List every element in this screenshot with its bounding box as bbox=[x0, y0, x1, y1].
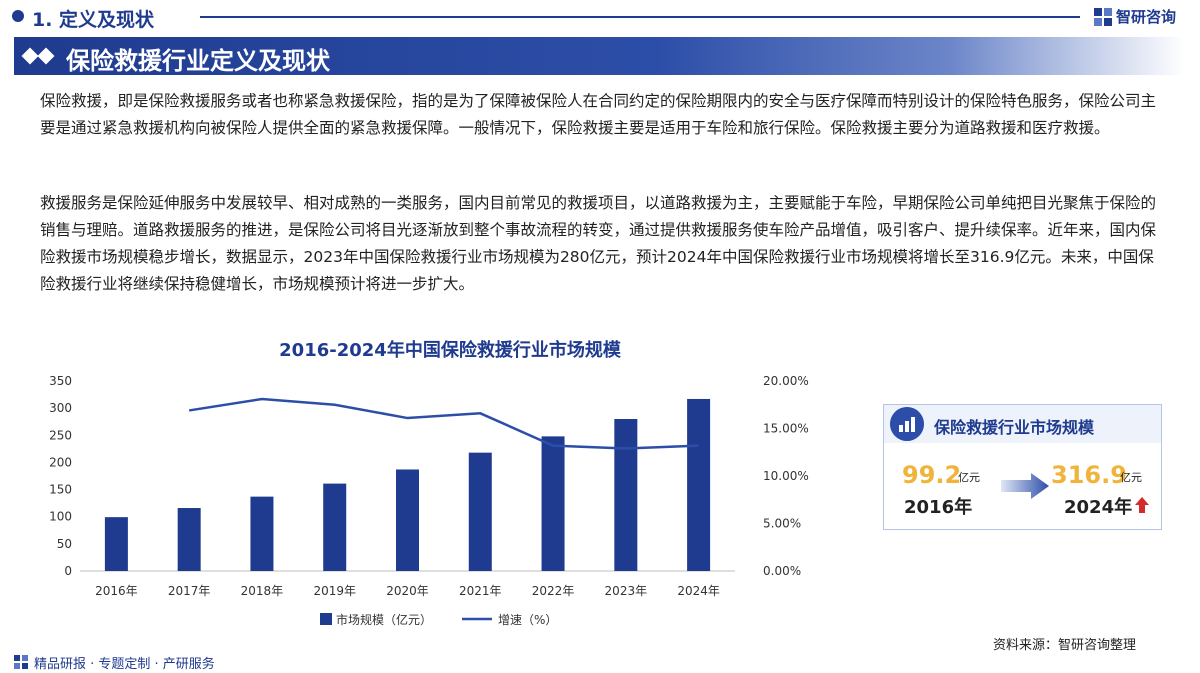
y-left-tick-label: 0 bbox=[64, 564, 72, 578]
bar-2021年 bbox=[468, 452, 492, 571]
bar-2018年 bbox=[250, 496, 274, 571]
end-unit: 亿元 bbox=[1120, 471, 1142, 484]
x-tick-label: 2016年 bbox=[95, 584, 138, 598]
y-left-tick-label: 100 bbox=[49, 510, 72, 524]
page-title: 保险救援行业定义及现状 bbox=[66, 47, 330, 75]
up-arrow-icon bbox=[1135, 497, 1149, 513]
paragraph-status: 救援服务是保险延伸服务中发展较早、相对成熟的一类服务，国内目前常见的救援项目，以… bbox=[40, 194, 1157, 293]
growth-arrow-icon bbox=[1001, 473, 1049, 499]
start-value: 99.2 bbox=[902, 461, 962, 489]
diamond-icon bbox=[21, 47, 56, 66]
y-left-tick-label: 300 bbox=[49, 401, 72, 415]
legend-line-label: 增速（%） bbox=[498, 613, 557, 627]
bar-2024年 bbox=[687, 398, 711, 571]
market-size-chart: 0 50 100 150 200 250 300 350 0.00% 5.00% 10.00% 15.… bbox=[49, 374, 809, 627]
section-title: 1. 定义及现状 bbox=[32, 9, 155, 31]
logo-text: 智研咨询 bbox=[1116, 8, 1177, 26]
card-title: 保险救援行业市场规模 bbox=[934, 418, 1095, 437]
bar-2016年 bbox=[104, 517, 128, 571]
y-right-tick-label: 15.00% bbox=[763, 422, 809, 436]
x-tick-label: 2018年 bbox=[241, 584, 284, 598]
x-tick-label: 2021年 bbox=[459, 584, 502, 598]
logo-icon bbox=[1094, 8, 1112, 26]
x-tick-label: 2017年 bbox=[168, 584, 211, 598]
y-left-tick-label: 200 bbox=[49, 455, 72, 469]
bar-2020年 bbox=[396, 469, 419, 571]
top-bar: 1. 定义及现状 智研咨询 bbox=[0, 0, 1200, 34]
y-right-tick-label: 5.00% bbox=[763, 517, 801, 531]
bar-2019年 bbox=[323, 483, 347, 571]
y-left-tick-label: 250 bbox=[49, 428, 72, 442]
summary-card: 保险救援行业市场规模 99.2 亿元 2016年 316.9 亿元 2024年 bbox=[883, 404, 1162, 530]
x-tick-label: 2020年 bbox=[386, 584, 429, 598]
y-left-tick-label: 350 bbox=[49, 374, 72, 388]
y-left-tick-label: 50 bbox=[57, 537, 72, 551]
legend-bar-label: 市场规模（亿元） bbox=[336, 612, 432, 627]
chart-badge-icon bbox=[890, 407, 924, 441]
end-year: 2024年 bbox=[1064, 497, 1133, 518]
title-banner: 保险救援行业定义及现状 bbox=[14, 37, 1185, 75]
growth-rate-line bbox=[188, 397, 699, 450]
bar-2023年 bbox=[614, 419, 638, 571]
y-right-tick-label: 20.00% bbox=[763, 374, 809, 388]
header-rule bbox=[200, 16, 1080, 18]
start-year: 2016年 bbox=[904, 497, 973, 518]
legend-bar-swatch bbox=[320, 613, 332, 625]
x-tick-label: 2023年 bbox=[605, 584, 648, 598]
bar-2017年 bbox=[177, 508, 201, 571]
source-note: 资料来源：智研咨询整理 bbox=[993, 638, 1137, 653]
footer-tagline: 精品研报 · 专题定制 · 产研服务 bbox=[34, 657, 215, 672]
x-tick-label: 2022年 bbox=[532, 584, 575, 598]
chart-title: 2016-2024年中国保险救援行业市场规模 bbox=[279, 340, 621, 361]
start-unit: 亿元 bbox=[958, 471, 980, 484]
end-value: 316.9 bbox=[1051, 461, 1127, 489]
paragraph-definition: 保险救援，即是保险救援服务或者也称紧急救援保险，指的是为了保障被保险人在合同约定… bbox=[40, 92, 1157, 137]
y-right-tick-label: 10.00% bbox=[763, 469, 809, 483]
card-header: 保险救援行业市场规模 bbox=[884, 405, 1161, 443]
x-tick-label: 2024年 bbox=[677, 584, 720, 598]
bar-2022年 bbox=[541, 436, 565, 571]
section-bullet-icon bbox=[12, 10, 24, 22]
y-left-tick-label: 150 bbox=[49, 483, 72, 497]
x-tick-label: 2019年 bbox=[313, 584, 356, 598]
footer-logo-icon bbox=[14, 655, 28, 669]
y-right-tick-label: 0.00% bbox=[763, 564, 801, 578]
